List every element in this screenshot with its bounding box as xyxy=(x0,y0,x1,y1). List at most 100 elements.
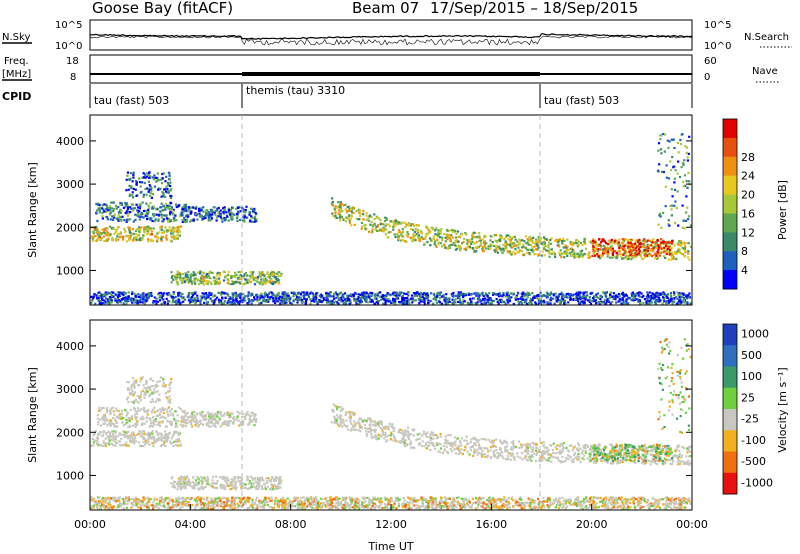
echo-cell xyxy=(368,215,371,218)
echo-cell xyxy=(370,231,373,234)
echo-cell xyxy=(291,302,294,305)
echo-cell xyxy=(108,439,111,442)
echo-cell xyxy=(584,242,587,245)
echo-cell xyxy=(108,432,111,435)
echo-cell xyxy=(106,206,109,209)
echo-cell xyxy=(377,224,380,227)
echo-cell xyxy=(142,437,145,441)
echo-cell xyxy=(672,166,675,169)
echo-cell xyxy=(148,295,151,298)
echo-cell xyxy=(158,231,161,234)
echo-cell xyxy=(413,299,416,302)
echo-cell xyxy=(379,291,382,294)
echo-cell xyxy=(389,231,392,234)
echo-cell xyxy=(489,243,492,246)
echo-cell xyxy=(545,249,548,252)
echo-cell xyxy=(568,294,571,297)
echo-cell xyxy=(339,207,342,210)
echo-cell xyxy=(474,302,477,305)
echo-cell xyxy=(484,246,487,249)
echo-cell xyxy=(543,254,546,257)
echo-cell xyxy=(449,239,452,242)
echo-cell xyxy=(670,258,673,261)
echo-cell xyxy=(648,254,651,257)
echo-cell xyxy=(599,244,603,247)
echo-cell xyxy=(395,233,398,236)
echo-cell xyxy=(578,291,581,294)
echo-cell xyxy=(229,215,232,218)
colorbar-swatch xyxy=(723,137,737,158)
echo-cell xyxy=(166,397,169,400)
echo-cell xyxy=(608,297,611,300)
echo-cell xyxy=(129,297,132,300)
echo-cell xyxy=(518,301,521,304)
echo-cell xyxy=(114,299,117,302)
echo-cell xyxy=(314,298,317,302)
echo-cell xyxy=(120,412,123,415)
echo-cell xyxy=(243,415,246,418)
echo-cell xyxy=(632,246,635,249)
echo-cell xyxy=(184,206,187,209)
echo-cell xyxy=(263,295,266,298)
echo-cell xyxy=(488,302,491,305)
echo-cell xyxy=(401,295,404,298)
echo-cell xyxy=(448,246,451,249)
echo-cell xyxy=(292,300,295,303)
echo-cell xyxy=(244,208,247,212)
echo-cell xyxy=(676,242,679,245)
echo-cell xyxy=(195,205,198,208)
echo-cell xyxy=(165,292,168,295)
echo-cell xyxy=(104,227,107,230)
echo-cell xyxy=(156,235,159,239)
echo-cell xyxy=(170,229,173,233)
echo-cell xyxy=(362,291,365,294)
echo-cell xyxy=(479,293,483,296)
echo-cell xyxy=(162,231,165,234)
echo-cell xyxy=(346,298,350,301)
echo-cell xyxy=(112,433,115,436)
echo-cell xyxy=(506,250,509,253)
echo-cell xyxy=(197,278,200,281)
echo-cell xyxy=(506,300,509,303)
echo-cell xyxy=(153,388,156,391)
echo-cell xyxy=(168,174,171,177)
echo-cell xyxy=(133,391,137,394)
echo-cell xyxy=(411,299,414,302)
echo-cell xyxy=(629,249,632,252)
echo-cell xyxy=(672,256,675,259)
echo-cell xyxy=(281,296,284,299)
echo-cell xyxy=(287,296,290,300)
echo-cell xyxy=(110,421,113,424)
echo-cell xyxy=(548,293,552,296)
echo-cell xyxy=(659,243,662,246)
echo-cell xyxy=(566,296,569,299)
echo-cell xyxy=(222,211,225,214)
echo-cell xyxy=(524,299,527,302)
echo-cell xyxy=(118,432,121,435)
echo-cell xyxy=(271,273,274,276)
echo-cell xyxy=(164,195,167,199)
echo-cell xyxy=(148,292,151,295)
echo-cell xyxy=(104,422,107,425)
echo-cell xyxy=(138,299,141,302)
echo-cell xyxy=(175,440,178,443)
echo-cell xyxy=(344,298,347,301)
echo-cell xyxy=(169,196,172,199)
echo-cell xyxy=(548,251,551,254)
echo-cell xyxy=(522,291,525,294)
echo-cell xyxy=(535,296,538,300)
echo-cell xyxy=(312,298,315,301)
echo-cell xyxy=(165,175,168,178)
echo-cell xyxy=(447,245,451,248)
echo-cell xyxy=(228,421,231,425)
echo-cell xyxy=(179,279,182,282)
echo-cell xyxy=(503,244,506,247)
echo-cell xyxy=(132,196,135,199)
echo-cell xyxy=(118,218,121,221)
echo-cell xyxy=(484,292,488,295)
echo-cell xyxy=(608,256,612,259)
echo-cell xyxy=(371,228,374,231)
echo-cell xyxy=(272,300,275,303)
echo-cell xyxy=(135,238,138,241)
echo-cell xyxy=(365,292,368,295)
